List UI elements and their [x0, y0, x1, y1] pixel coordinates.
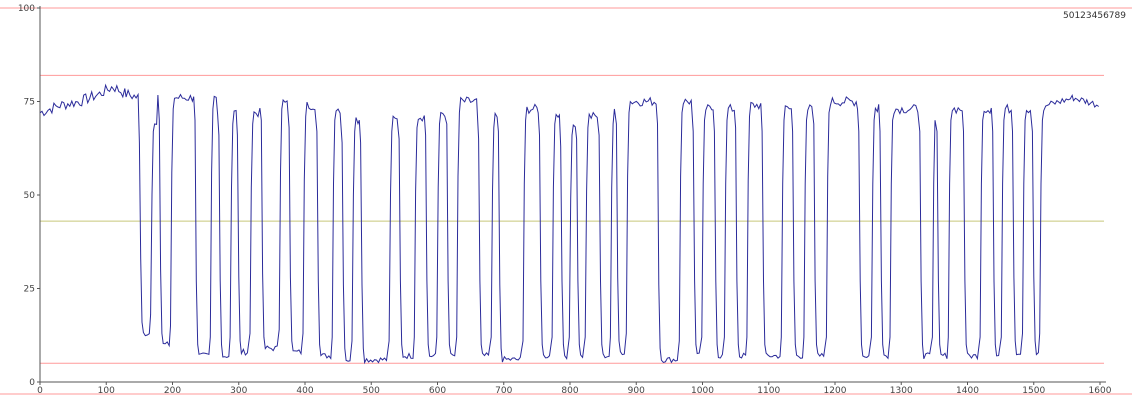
x-tick-label: 1400: [956, 386, 979, 396]
series-line: [39, 83, 1099, 365]
x-tick-label: 1300: [890, 386, 913, 396]
x-tick-label: 1500: [1022, 386, 1045, 396]
x-tick-label: 700: [495, 386, 512, 396]
x-tick-label: 200: [164, 386, 181, 396]
x-tick-label: 1100: [757, 386, 780, 396]
x-tick-label: 400: [296, 386, 313, 396]
y-tick-label: 100: [18, 4, 35, 14]
x-tick-label: 100: [98, 386, 115, 396]
x-tick-label: 900: [628, 386, 645, 396]
x-tick-label: 0: [37, 386, 43, 396]
x-tick-label: 1000: [691, 386, 714, 396]
x-axis-ticks: 0 100 200 300 400 500 600 700 800 900 1000 1100 1200…: [37, 382, 1112, 396]
y-tick-label: 25: [24, 285, 35, 295]
y-axis-ticks: 0 25 50 75 100: [18, 4, 40, 388]
x-tick-label: 300: [230, 386, 247, 396]
x-tick-label: 1600: [1089, 386, 1112, 396]
x-tick-label: 1200: [824, 386, 847, 396]
y-tick-label: 50: [24, 191, 36, 201]
y-tick-label: 0: [29, 378, 35, 388]
identifier-label: 50123456789: [1063, 11, 1126, 21]
x-tick-label: 600: [429, 386, 446, 396]
y-tick-label: 75: [24, 98, 35, 108]
x-tick-label: 800: [561, 386, 578, 396]
x-tick-label: 500: [363, 386, 380, 396]
